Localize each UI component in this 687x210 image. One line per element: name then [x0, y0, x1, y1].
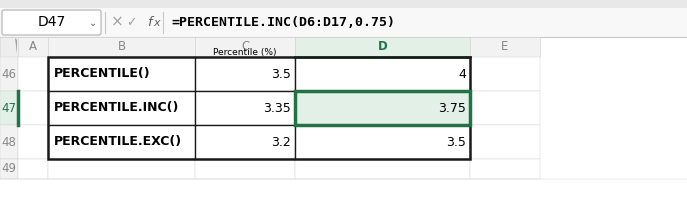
Text: C: C	[241, 41, 249, 54]
Bar	[295, 57, 470, 91]
Bar	[48, 125, 195, 159]
Text: 3.5: 3.5	[446, 135, 466, 148]
Bar	[195, 159, 295, 179]
Bar	[470, 37, 540, 57]
Bar	[48, 37, 195, 57]
Bar	[18, 37, 48, 57]
Bar	[0, 159, 18, 179]
Bar	[48, 159, 195, 179]
Text: ⌄: ⌄	[89, 18, 97, 29]
Text: E: E	[502, 41, 508, 54]
Bar	[195, 37, 295, 57]
Bar	[295, 37, 470, 57]
Text: B: B	[117, 41, 126, 54]
Text: PERCENTILE(): PERCENTILE()	[54, 67, 150, 80]
Text: 3.5: 3.5	[271, 67, 291, 80]
Bar	[48, 57, 470, 159]
Bar	[0, 0, 687, 8]
Bar	[295, 125, 470, 159]
Text: PERCENTILE.INC(): PERCENTILE.INC()	[54, 101, 179, 114]
Bar	[470, 159, 540, 179]
Bar	[470, 125, 540, 159]
Text: Percentile (%): Percentile (%)	[213, 48, 277, 57]
Text: ×: ×	[111, 15, 124, 30]
FancyBboxPatch shape	[2, 10, 101, 35]
Text: 49: 49	[1, 163, 16, 176]
Text: =PERCENTILE.INC(D6:D17,0.75): =PERCENTILE.INC(D6:D17,0.75)	[171, 16, 395, 29]
Bar	[295, 91, 470, 125]
Bar	[18, 91, 48, 125]
Bar	[195, 57, 295, 91]
Bar	[295, 159, 470, 179]
Bar	[0, 57, 18, 91]
Text: x: x	[153, 17, 159, 28]
Bar	[48, 57, 195, 91]
Text: 46: 46	[1, 67, 16, 80]
Text: 47: 47	[1, 101, 16, 114]
Text: D47: D47	[37, 16, 66, 29]
Bar	[0, 37, 18, 57]
Text: A: A	[29, 41, 37, 54]
Bar	[0, 91, 18, 125]
Bar	[0, 125, 18, 159]
Bar	[18, 125, 48, 159]
Bar	[48, 91, 195, 125]
Bar	[295, 91, 470, 125]
Text: 3.35: 3.35	[263, 101, 291, 114]
Bar	[18, 57, 48, 91]
Bar	[0, 8, 687, 37]
Bar	[470, 57, 540, 91]
Text: f: f	[147, 16, 152, 29]
Bar	[195, 91, 295, 125]
Text: D: D	[378, 41, 387, 54]
Text: 4: 4	[458, 67, 466, 80]
Bar	[18, 159, 48, 179]
Text: PERCENTILE.EXC(): PERCENTILE.EXC()	[54, 135, 182, 148]
Bar	[470, 91, 540, 125]
Text: ✓: ✓	[126, 16, 136, 29]
Text: 48: 48	[1, 135, 16, 148]
Text: 3.75: 3.75	[438, 101, 466, 114]
Text: 3.2: 3.2	[271, 135, 291, 148]
Bar	[195, 125, 295, 159]
Bar	[0, 179, 687, 210]
Polygon shape	[15, 38, 17, 54]
